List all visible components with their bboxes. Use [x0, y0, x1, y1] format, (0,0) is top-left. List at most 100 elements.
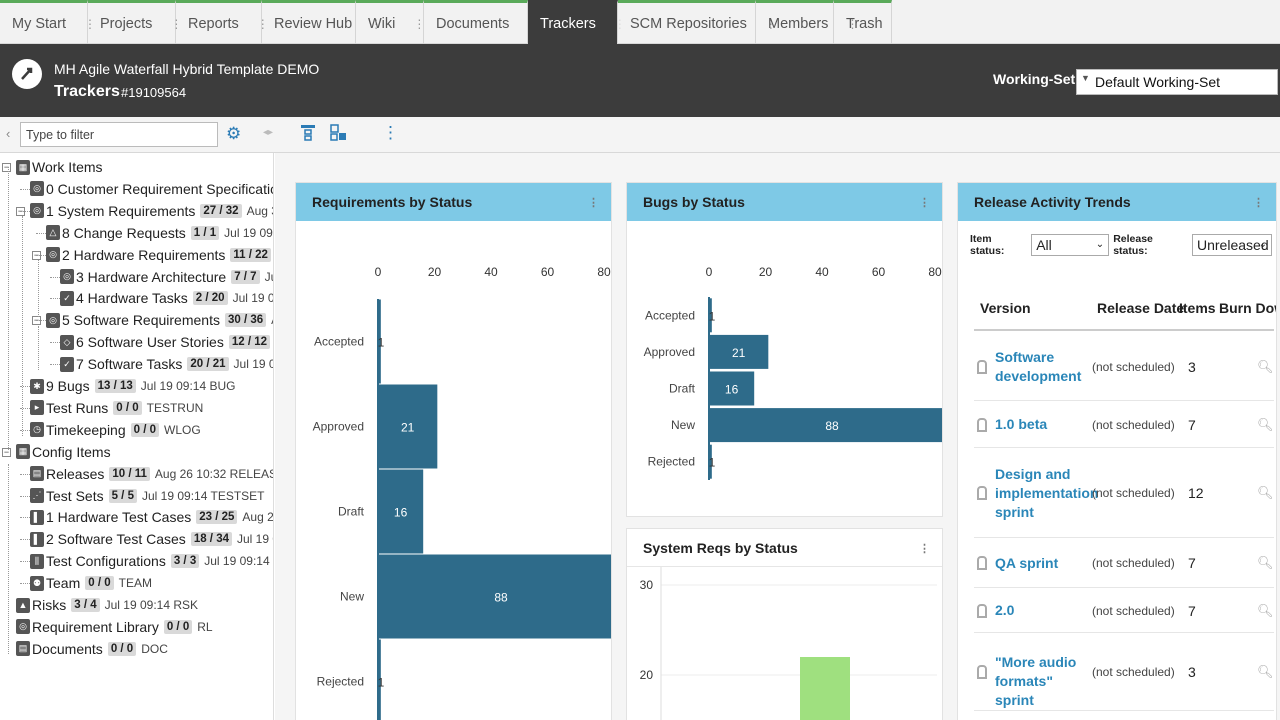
tree-item-meta: Jul 19 09:14 RSK — [104, 598, 199, 612]
collapse-toggle-icon[interactable]: − — [2, 162, 11, 172]
tree-item-label: Test Sets — [46, 487, 104, 504]
gear-icon[interactable]: ⚙ — [226, 124, 242, 143]
release-status-select[interactable]: Unreleased ⌄ — [1192, 234, 1272, 256]
tree-item[interactable]: △8 Change Requests 1 / 1 Jul 19 09:14 CRC — [46, 222, 273, 244]
tree-connector — [50, 364, 60, 366]
bar[interactable] — [378, 299, 381, 384]
tree-item[interactable]: ⫼Test Configurations 3 / 3 Jul 19 09:14 TE… — [30, 550, 273, 572]
tab-reports[interactable]: Reports ⋮ — [176, 0, 269, 44]
tracker-type-icon: ▸ — [30, 400, 44, 416]
tree-item[interactable]: ◎3 Hardware Architecture 7 / 7 Jul 19 09 — [60, 266, 273, 288]
bar[interactable] — [378, 554, 612, 639]
tab-my-start[interactable]: My Start ⋮ — [0, 0, 96, 44]
tab-menu-icon[interactable]: ⋮ — [846, 16, 859, 31]
bar[interactable] — [378, 469, 424, 554]
release-version-link[interactable]: Design and implementation sprint — [995, 465, 1099, 520]
tree-item[interactable]: ▦ Work Items — [16, 156, 103, 178]
tree-item[interactable]: ◎1 System Requirements 27 / 32 Aug 31 17:4… — [30, 200, 273, 222]
item-status-select[interactable]: All ⌄ — [1031, 234, 1110, 256]
app-logo-icon[interactable] — [12, 59, 42, 89]
widget-menu-icon[interactable]: ⋮ — [919, 197, 930, 209]
tab-menu-icon[interactable]: ⋮ — [83, 16, 96, 31]
tab-scm-repositories[interactable]: SCM Repositories ⋮ — [618, 0, 777, 44]
tree-item-label: Team — [46, 575, 81, 592]
magnifier-icon[interactable]: 🔍︎ — [1257, 416, 1274, 432]
tree-item[interactable]: ◎0 Customer Requirement Specifications29 — [30, 178, 273, 200]
tab-menu-icon[interactable]: ⋮ — [764, 16, 777, 31]
widget-menu-icon[interactable]: ⋮ — [919, 543, 930, 555]
column-version[interactable]: Version — [980, 300, 1031, 316]
release-version-link[interactable]: 2.0 — [995, 602, 1015, 618]
release-version-link[interactable]: Software development — [995, 349, 1082, 384]
working-set-select[interactable]: ▼ Default Working-Set — [1076, 69, 1278, 95]
resize-arrows-icon[interactable]: ◂▸ — [263, 127, 274, 138]
tab-menu-icon[interactable]: ⋮ — [413, 16, 426, 31]
bar-value-label: 1 — [378, 336, 385, 350]
tab-trash[interactable]: Trash — [834, 0, 892, 44]
tracker-type-icon: ◎ — [16, 619, 30, 635]
tree-item[interactable]: ▦ Config Items — [16, 441, 111, 463]
release-version-link[interactable]: 1.0 beta — [995, 416, 1048, 432]
tree-item[interactable]: ⋰ Test Sets 5 / 5 Jul 19 09:14 TESTSET — [30, 485, 265, 507]
release-version-link[interactable]: QA sprint — [995, 554, 1059, 571]
item-count-badge: 11 / 22 — [230, 247, 271, 262]
collapse-left-icon[interactable]: ‹ — [6, 126, 11, 141]
add-widget-icon[interactable] — [330, 124, 347, 147]
tree-item[interactable]: ⚉ Team 0 / 0 TEAM — [30, 572, 152, 594]
bar[interactable] — [800, 657, 850, 720]
tree-item[interactable]: ◎5 Software Requirements 30 / 36 Aug 31 — [46, 309, 273, 331]
item-count-badge: 20 / 21 — [187, 357, 229, 372]
tab-review-hub[interactable]: Review Hub ⋮ — [262, 0, 382, 44]
tab-label: Reports — [188, 15, 239, 32]
widget-menu-icon[interactable]: ⋮ — [588, 197, 599, 209]
item-count-badge: 2 / 20 — [192, 291, 228, 306]
collapse-toggle-icon[interactable]: − — [2, 446, 11, 457]
widget-header: System Reqs by Status ⋮ — [627, 529, 942, 567]
tab-projects[interactable]: Projects ⋮ — [88, 0, 182, 44]
column-items[interactable]: Items — [1179, 300, 1216, 316]
tree-item[interactable]: ◎ Requirement Library 0 / 0 RL — [16, 616, 213, 638]
magnifier-icon[interactable]: 🔍︎ — [1257, 485, 1274, 500]
magnifier-icon[interactable]: 🔍︎ — [1257, 664, 1274, 679]
tab-documents[interactable]: Documents⋮ — [424, 0, 539, 44]
widget-menu-icon[interactable]: ⋮ — [1253, 197, 1264, 209]
tree-item[interactable]: ▲ Risks 3 / 4 Jul 19 09:14 RSK — [16, 594, 198, 616]
tab-menu-icon[interactable]: ⋮ — [170, 16, 183, 31]
tree-item[interactable]: ▌1 Hardware Test Cases 23 / 25 Aug 25 17:3… — [30, 506, 273, 528]
tab-menu-icon[interactable]: ⋮ — [613, 16, 626, 31]
bar[interactable] — [709, 334, 769, 369]
tree-item[interactable]: ▸ Test Runs 0 / 0 TESTRUN — [30, 397, 203, 419]
tree-item[interactable]: ◷ Timekeeping 0 / 0 WLOG — [30, 419, 201, 441]
tree-connector — [38, 326, 39, 370]
tree-item[interactable]: ✓4 Hardware Tasks 2 / 20 Jul 19 09:14 H — [60, 287, 273, 309]
x-tick-label: 60 — [541, 265, 555, 279]
magnifier-icon[interactable]: 🔍︎ — [1257, 555, 1274, 570]
magnifier-icon[interactable]: 🔍︎ — [1257, 359, 1274, 374]
tab-wiki[interactable]: Wiki ⋮ — [356, 0, 426, 44]
tree-item[interactable]: ▌2 Software Test Cases 18 / 34 Jul 19 09:1… — [30, 528, 273, 550]
bar[interactable] — [378, 639, 381, 720]
tab-trackers[interactable]: Trackers ⋮ — [528, 0, 626, 44]
tree-item[interactable]: ✱ 9 Bugs 13 / 13 Jul 19 09:14 BUG — [30, 375, 236, 397]
project-name[interactable]: MH Agile Waterfall Hybrid Template DEMO — [54, 61, 320, 77]
magnifier-icon[interactable]: 🔍︎ — [1257, 602, 1274, 618]
release-version-link[interactable]: "More audio formats" sprint — [995, 654, 1077, 708]
more-vertical-icon[interactable]: ⋮ — [382, 123, 399, 142]
tab-menu-icon[interactable]: ⋮ — [256, 16, 269, 31]
bar[interactable] — [709, 298, 712, 333]
bar[interactable] — [709, 444, 712, 479]
layout-icon[interactable] — [300, 124, 316, 147]
tree-item[interactable]: ✓7 Software Tasks 20 / 21 Jul 19 09:14 S — [60, 353, 273, 375]
tab-menu-icon[interactable]: ⋮ — [370, 16, 383, 31]
filter-input[interactable]: Type to filter — [20, 122, 218, 147]
bar[interactable] — [378, 384, 438, 469]
tab-members[interactable]: Members ⋮ — [756, 0, 858, 44]
tree-item[interactable]: ▤ Documents 0 / 0 DOC — [16, 638, 168, 660]
bar[interactable] — [709, 371, 755, 406]
column-release-date[interactable]: Release Date — [1097, 300, 1185, 316]
bar[interactable] — [709, 408, 943, 443]
column-burn-down[interactable]: Burn Dow — [1219, 300, 1276, 316]
tree-item[interactable]: ▤ Releases 10 / 11 Aug 26 10:32 RELEASE — [30, 463, 273, 485]
